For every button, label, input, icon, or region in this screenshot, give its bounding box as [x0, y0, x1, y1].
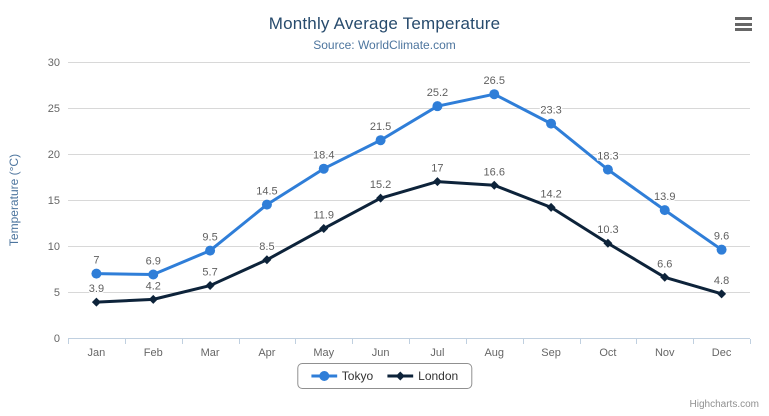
hamburger-bar — [735, 22, 752, 26]
marker-london-aug[interactable] — [489, 180, 499, 190]
marker-tokyo-apr[interactable] — [261, 199, 272, 210]
y-axis-title: Temperature (°C) — [7, 154, 21, 246]
data-label-tokyo-jun: 21.5 — [370, 121, 391, 133]
data-label-tokyo-may: 18.4 — [313, 150, 334, 162]
data-label-tokyo-dec: 9.6 — [714, 231, 729, 243]
marker-tokyo-jan[interactable] — [91, 268, 102, 279]
data-label-london-aug: 16.6 — [484, 166, 505, 178]
x-tick-label-dec: Dec — [712, 347, 732, 359]
marker-tokyo-sep[interactable] — [546, 118, 557, 129]
legend-item-london[interactable]: London — [387, 369, 458, 383]
marker-london-sep[interactable] — [546, 202, 556, 212]
legend-item-tokyo[interactable]: Tokyo — [310, 369, 374, 383]
y-tick-label-0: 0 — [54, 333, 60, 345]
x-tick-label-oct: Oct — [599, 347, 616, 359]
y-tick-label-10: 10 — [48, 241, 60, 253]
series-line-tokyo — [94, 92, 724, 277]
marker-tokyo-jul[interactable] — [432, 101, 443, 112]
data-label-tokyo-jul: 25.2 — [427, 87, 448, 99]
data-label-tokyo-nov: 13.9 — [654, 191, 675, 203]
data-label-tokyo-mar: 9.5 — [202, 232, 217, 244]
data-label-tokyo-oct: 18.3 — [597, 151, 618, 163]
legend-marker-tokyo — [310, 371, 337, 381]
data-label-london-jul: 17 — [431, 163, 443, 175]
legend-box: Tokyo London — [296, 363, 473, 389]
marker-london-nov[interactable] — [660, 272, 670, 282]
hamburger-menu-icon[interactable] — [735, 17, 752, 31]
marker-tokyo-oct[interactable] — [602, 164, 613, 175]
chart-subtitle: Source: WorldClimate.com — [313, 38, 456, 52]
marker-london-dec[interactable] — [717, 289, 727, 299]
data-label-tokyo-apr: 14.5 — [256, 186, 277, 198]
x-tick-label-jan: Jan — [88, 347, 106, 359]
x-tick-label-mar: Mar — [201, 347, 220, 359]
marker-tokyo-mar[interactable] — [205, 245, 216, 256]
marker-london-apr[interactable] — [262, 255, 272, 265]
marker-london-may[interactable] — [319, 224, 329, 234]
data-label-tokyo-feb: 6.9 — [146, 256, 161, 268]
credits-link[interactable]: Highcharts.com — [689, 399, 759, 410]
y-tick-label-20: 20 — [48, 149, 60, 161]
data-label-tokyo-jan: 7 — [93, 255, 99, 267]
marker-tokyo-may[interactable] — [318, 163, 329, 174]
y-tick-label-30: 30 — [48, 57, 60, 69]
data-label-london-sep: 14.2 — [540, 188, 561, 200]
series-line-london — [94, 180, 724, 304]
marker-tokyo-dec[interactable] — [716, 244, 727, 255]
data-label-london-oct: 10.3 — [597, 224, 618, 236]
marker-tokyo-nov[interactable] — [659, 205, 670, 216]
chart-title: Monthly Average Temperature — [268, 14, 501, 33]
marker-london-feb[interactable] — [148, 294, 158, 304]
marker-london-oct[interactable] — [603, 238, 613, 248]
data-label-london-dec: 4.8 — [714, 275, 729, 287]
marker-london-jun[interactable] — [376, 193, 386, 203]
legend-label-london: London — [418, 369, 459, 383]
marker-london-jan[interactable] — [91, 297, 101, 307]
y-tick-label-25: 25 — [48, 103, 60, 115]
marker-tokyo-aug[interactable] — [489, 89, 500, 100]
y-tick-label-5: 5 — [54, 287, 60, 299]
marker-london-jul[interactable] — [432, 177, 442, 187]
hamburger-bar — [735, 28, 752, 31]
marker-tokyo-feb[interactable] — [148, 269, 159, 280]
data-label-london-mar: 5.7 — [202, 267, 217, 279]
x-tick-label-jul: Jul — [430, 347, 444, 359]
x-tick-label-feb: Feb — [144, 347, 163, 359]
data-label-london-nov: 6.6 — [657, 258, 672, 270]
x-tick-label-sep: Sep — [541, 347, 561, 359]
data-label-tokyo-aug: 26.5 — [484, 75, 505, 87]
x-tick-label-jun: Jun — [372, 347, 390, 359]
legend-marker-london — [387, 371, 414, 381]
marker-tokyo-jun[interactable] — [375, 135, 386, 146]
data-label-london-jun: 15.2 — [370, 179, 391, 191]
y-tick-label-15: 15 — [48, 195, 60, 207]
marker-london-mar[interactable] — [205, 281, 215, 291]
data-label-london-apr: 8.5 — [259, 241, 274, 253]
hamburger-bar — [735, 17, 752, 20]
data-label-london-feb: 4.2 — [146, 280, 161, 292]
data-label-london-jan: 3.9 — [89, 283, 104, 295]
legend-label-tokyo: Tokyo — [341, 369, 374, 383]
x-tick-label-may: May — [313, 347, 334, 359]
data-label-tokyo-sep: 23.3 — [540, 105, 561, 117]
x-tick-label-nov: Nov — [655, 347, 675, 359]
x-tick-label-aug: Aug — [484, 347, 504, 359]
data-label-london-may: 11.9 — [313, 210, 334, 222]
x-tick-label-apr: Apr — [258, 347, 275, 359]
